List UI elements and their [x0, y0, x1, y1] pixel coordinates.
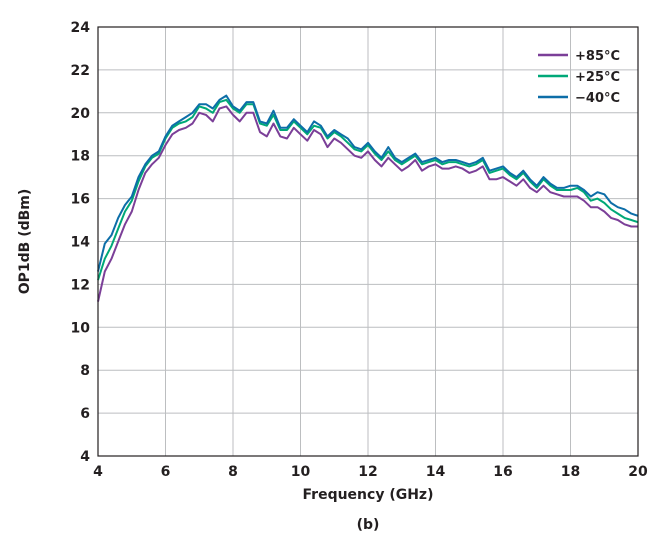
y-tick-label: 4: [80, 449, 90, 465]
y-tick-label: 22: [71, 63, 90, 79]
y-tick-label: 10: [71, 320, 91, 336]
x-tick-label: 12: [358, 464, 377, 480]
x-axis-title: Frequency (GHz): [303, 487, 434, 503]
y-tick-label: 18: [71, 149, 90, 165]
x-tick-label: 4: [93, 464, 103, 480]
x-tick-label: 18: [561, 464, 580, 480]
plot-frame: [97, 26, 639, 457]
y-tick-label: 8: [80, 363, 90, 379]
figure-caption: (b): [357, 517, 380, 533]
y-tick-label: 6: [80, 406, 90, 422]
grid: [97, 26, 639, 457]
y-tick-label: 12: [71, 277, 90, 293]
y-tick-labels: 4 6 8 10 12 14 16 18 20 22 24: [71, 20, 91, 465]
legend: +85°C +25°C −40°C: [538, 49, 620, 106]
y-tick-label: 14: [71, 235, 91, 251]
x-tick-label: 20: [628, 464, 648, 480]
series-line-1: [97, 98, 639, 281]
legend-label-1: +25°C: [575, 70, 620, 85]
x-tick-label: 14: [426, 464, 446, 480]
x-tick-label: 6: [161, 464, 171, 480]
y-tick-label: 16: [71, 192, 90, 208]
y-tick-label: 20: [71, 106, 91, 122]
x-tick-label: 10: [291, 464, 311, 480]
x-tick-label: 8: [228, 464, 238, 480]
legend-label-2: −40°C: [575, 91, 620, 106]
series-lines: [97, 94, 639, 302]
x-tick-label: 16: [493, 464, 512, 480]
series-line-2: [97, 94, 639, 272]
y-axis-title: OP1dB (dBm): [17, 189, 33, 295]
series-line-0: [97, 105, 638, 302]
y-tick-label: 24: [71, 20, 91, 36]
x-tick-labels: 4 6 8 10 12 14 16 18 20: [93, 464, 648, 480]
legend-label-0: +85°C: [575, 49, 620, 64]
